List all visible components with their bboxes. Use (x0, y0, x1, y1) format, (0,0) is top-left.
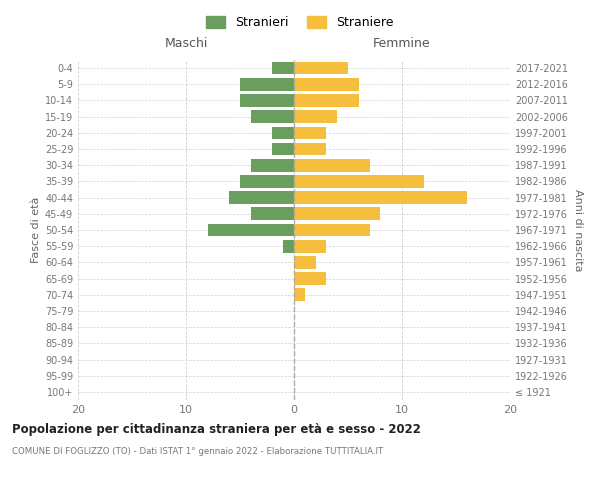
Bar (229, 192, 294, 204)
Bar (283, 240, 294, 252)
Bar (240, 94, 294, 107)
Bar (294, 94, 359, 107)
Bar (294, 240, 326, 252)
Bar (294, 272, 326, 285)
Bar (272, 62, 294, 74)
Bar (240, 78, 294, 90)
Text: Popolazione per cittadinanza straniera per età e sesso - 2022: Popolazione per cittadinanza straniera p… (12, 422, 421, 436)
Bar (294, 159, 370, 172)
Bar (294, 208, 380, 220)
Bar (251, 208, 294, 220)
Text: Femmine: Femmine (373, 38, 431, 51)
Bar (294, 175, 424, 188)
Bar (294, 110, 337, 123)
Bar (294, 142, 326, 156)
Bar (251, 159, 294, 172)
Bar (294, 78, 359, 90)
Text: Maschi: Maschi (164, 38, 208, 51)
Bar (294, 126, 326, 139)
Y-axis label: Fasce di età: Fasce di età (31, 197, 41, 263)
Bar (294, 288, 305, 301)
Y-axis label: Anni di nascita: Anni di nascita (574, 188, 583, 271)
Bar (294, 62, 348, 74)
Bar (208, 224, 294, 236)
Bar (272, 126, 294, 139)
Bar (251, 110, 294, 123)
Bar (294, 224, 370, 236)
Legend: Stranieri, Straniere: Stranieri, Straniere (202, 11, 398, 34)
Text: COMUNE DI FOGLIZZO (TO) - Dati ISTAT 1° gennaio 2022 - Elaborazione TUTTITALIA.I: COMUNE DI FOGLIZZO (TO) - Dati ISTAT 1° … (12, 448, 383, 456)
Bar (294, 192, 467, 204)
Bar (272, 142, 294, 156)
Bar (294, 256, 316, 268)
Bar (240, 175, 294, 188)
